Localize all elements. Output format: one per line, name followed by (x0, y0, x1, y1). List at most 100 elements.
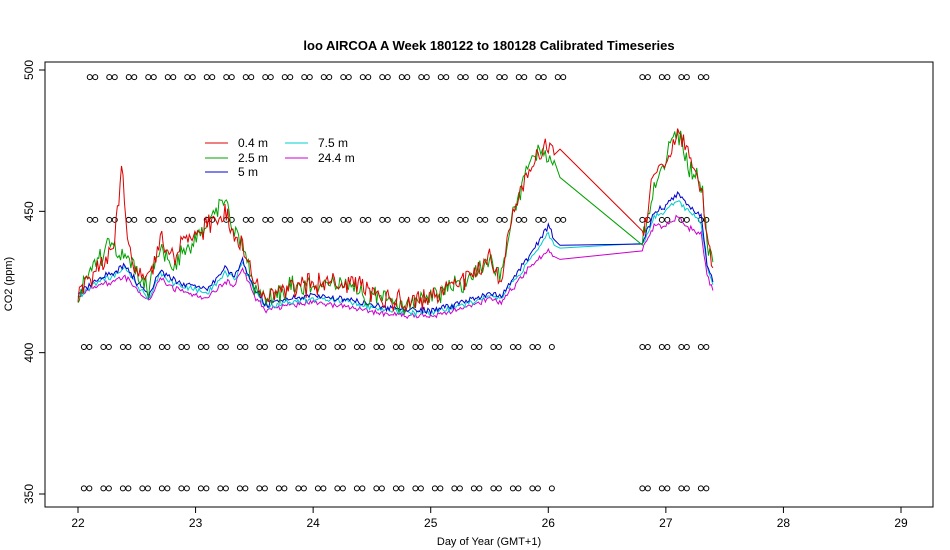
marker-point (178, 485, 185, 492)
marker-point (267, 216, 274, 223)
x-tick-label: 28 (777, 516, 791, 530)
marker-point (248, 74, 255, 81)
marker-point (515, 74, 522, 81)
marker-point (683, 74, 690, 81)
marker-point (378, 485, 385, 492)
marker-point (119, 344, 126, 351)
marker-point (529, 485, 536, 492)
marker-point (392, 344, 399, 351)
marker-point (644, 485, 651, 492)
marker-point (275, 344, 282, 351)
y-tick-label: 500 (22, 60, 36, 80)
marker-point (320, 344, 327, 351)
plot-content (77, 74, 714, 492)
marker-point (482, 216, 489, 223)
marker-point (100, 344, 107, 351)
marker-point (139, 485, 146, 492)
marker-point (314, 344, 321, 351)
marker-point (443, 74, 450, 81)
marker-point (540, 74, 547, 81)
marker-point (417, 485, 424, 492)
marker-point (281, 485, 288, 492)
marker-point (384, 216, 391, 223)
marker-point (320, 74, 327, 81)
marker-point (334, 485, 341, 492)
marker-point (209, 74, 216, 81)
marker-point (378, 344, 385, 351)
marker-point (683, 485, 690, 492)
marker-point (314, 485, 321, 492)
marker-point (398, 74, 405, 81)
marker-point (326, 74, 333, 81)
marker-point (373, 344, 380, 351)
marker-point (217, 485, 224, 492)
marker-point (320, 485, 327, 492)
marker-point (119, 485, 126, 492)
marker-point (365, 216, 372, 223)
marker-point (365, 74, 372, 81)
marker-point (158, 344, 165, 351)
marker-point (437, 74, 444, 81)
marker-point (189, 74, 196, 81)
marker-point (295, 485, 302, 492)
marker-point (353, 485, 360, 492)
marker-point (664, 344, 671, 351)
marker-point (228, 216, 235, 223)
marker-point (398, 216, 405, 223)
marker-point (495, 344, 502, 351)
marker-point (242, 216, 249, 223)
marker-point (306, 74, 313, 81)
marker-point (476, 74, 483, 81)
marker-point (451, 485, 458, 492)
marker-point (490, 485, 497, 492)
marker-point (197, 485, 204, 492)
y-axis-label: CO2 (ppm) (3, 257, 15, 311)
marker-point (145, 216, 152, 223)
marker-point (658, 74, 665, 81)
marker-point (423, 74, 430, 81)
legend-label: 7.5 m (318, 136, 348, 150)
marker-point (125, 344, 132, 351)
marker-point (144, 485, 151, 492)
marker-point (398, 344, 405, 351)
marker-point (379, 216, 386, 223)
marker-point (86, 485, 93, 492)
marker-point (183, 485, 190, 492)
marker-point (476, 485, 483, 492)
marker-point (164, 216, 171, 223)
marker-point (431, 485, 438, 492)
marker-point (418, 74, 425, 81)
marker-point (86, 344, 93, 351)
marker-point (345, 216, 352, 223)
marker-point (281, 216, 288, 223)
marker-point (457, 216, 464, 223)
marker-point (501, 216, 508, 223)
marker-point (125, 74, 132, 81)
marker-point (359, 216, 366, 223)
marker-point (145, 74, 152, 81)
marker-point (223, 74, 230, 81)
marker-point (496, 74, 503, 81)
marker-point (222, 485, 229, 492)
marker-point (353, 344, 360, 351)
marker-point (359, 344, 366, 351)
marker-point (217, 344, 224, 351)
marker-point (178, 344, 185, 351)
x-tick-label: 23 (189, 516, 203, 530)
marker-point (170, 216, 177, 223)
marker-point (496, 216, 503, 223)
marker-point (80, 344, 87, 351)
legend-label: 2.5 m (238, 151, 268, 165)
marker-point (150, 74, 157, 81)
marker-point (170, 74, 177, 81)
legend-label: 5 m (238, 165, 258, 179)
marker-point (222, 344, 229, 351)
series-line (77, 214, 714, 320)
series-line (77, 191, 714, 316)
marker-point (203, 485, 210, 492)
marker-point (470, 344, 477, 351)
marker-point (515, 344, 522, 351)
marker-point (267, 74, 274, 81)
y-tick-label: 400 (22, 342, 36, 362)
chart-title: loo AIRCOA A Week 180122 to 180128 Calib… (303, 38, 674, 53)
